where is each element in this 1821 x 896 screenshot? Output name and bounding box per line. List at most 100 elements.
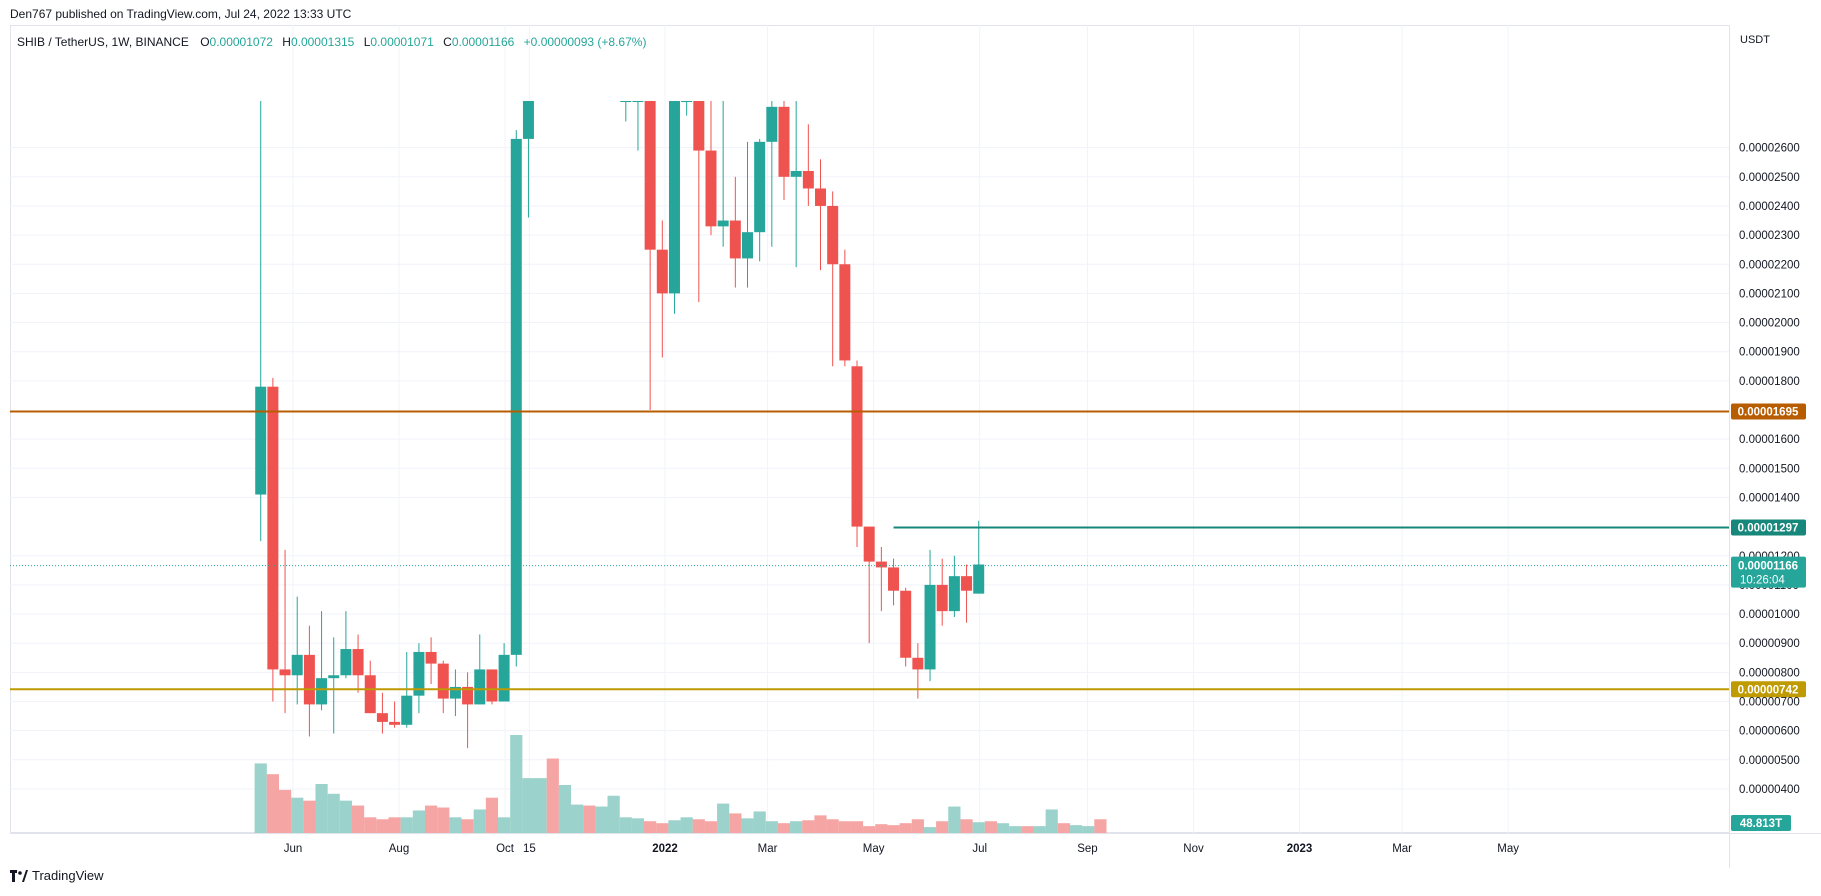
- time-tick-label: Mar: [758, 843, 778, 855]
- price-tick-label: 0.00001400: [1739, 492, 1800, 504]
- price-axis-separator: [1729, 25, 1730, 868]
- volume-bar: [607, 795, 620, 833]
- volume-bar: [948, 806, 961, 833]
- price-tick-label: 0.00000900: [1739, 638, 1800, 650]
- volume-bar: [254, 763, 267, 833]
- price-tick-label: 0.00002500: [1739, 172, 1800, 184]
- volume-bar: [838, 821, 851, 833]
- candle-body: [376, 713, 388, 722]
- candle-body: [863, 526, 875, 562]
- change-value: +0.00000093 (+8.67%): [523, 35, 647, 49]
- time-tick-label: May: [1497, 843, 1519, 855]
- volume-bar: [498, 817, 511, 833]
- price-tick-label: 0.00002200: [1739, 259, 1800, 271]
- candle-body: [316, 678, 328, 705]
- candle-body: [279, 669, 291, 676]
- candle-body: [644, 101, 656, 250]
- price-tick-label: 0.00001900: [1739, 347, 1800, 359]
- volume-bar: [765, 821, 778, 833]
- volume-bar: [388, 817, 401, 833]
- candle-body: [839, 264, 851, 361]
- countdown-label: 10:26:04: [1740, 575, 1785, 587]
- candle-body: [851, 366, 863, 527]
- close-key: C: [443, 35, 452, 49]
- volume-bar: [291, 797, 304, 833]
- price-tick-label: 0.00002600: [1739, 143, 1800, 155]
- candle-body: [291, 654, 303, 676]
- time-tick-label: Oct: [496, 843, 515, 855]
- candle-body: [705, 150, 717, 227]
- volume-bar: [1045, 809, 1058, 833]
- volume-bar: [729, 813, 742, 833]
- candle-body: [681, 101, 693, 103]
- price-tick-label: 0.00002400: [1739, 201, 1800, 213]
- candle-body: [425, 651, 437, 664]
- volume-bar: [595, 806, 608, 833]
- time-tick-label: Jun: [284, 843, 303, 855]
- candle-body: [498, 654, 510, 702]
- candle-body: [693, 101, 705, 151]
- candle-body: [449, 686, 461, 699]
- last-price-label: 0.00001166: [1738, 561, 1798, 573]
- volume-bar: [1009, 826, 1022, 833]
- candle-body: [875, 561, 887, 568]
- low-value: 0.00001071: [370, 35, 434, 49]
- price-level-tag: [1731, 681, 1806, 698]
- volume-bar: [339, 800, 353, 833]
- volume-bar: [351, 805, 365, 833]
- price-level-label: 0.00001695: [1738, 406, 1799, 418]
- candle-body: [510, 138, 522, 655]
- volume-bar: [376, 819, 389, 833]
- volume-bar: [437, 807, 450, 833]
- volume-bar: [960, 819, 973, 833]
- tradingview-branding[interactable]: TradingView: [10, 868, 104, 883]
- time-tick-label: Jul: [972, 843, 987, 855]
- symbol-label[interactable]: SHIB / TetherUS, 1W, BINANCE: [17, 35, 189, 49]
- volume-bar: [631, 818, 645, 833]
- candle-body: [815, 188, 827, 206]
- volume-bar: [412, 810, 426, 833]
- volume-bar: [863, 826, 876, 833]
- high-key: H: [282, 35, 291, 49]
- open-value: 0.00001072: [209, 35, 273, 49]
- candle-body: [389, 721, 401, 725]
- price-tick-label: 0.00002300: [1739, 230, 1800, 242]
- volume-bar: [571, 804, 584, 833]
- candle-body: [668, 101, 680, 294]
- price-tick-label: 0.00001500: [1739, 463, 1800, 475]
- price-tick-label: 0.00001800: [1739, 376, 1800, 388]
- candle-body: [973, 564, 985, 594]
- volume-bar: [583, 805, 596, 833]
- candle-body: [827, 205, 839, 265]
- volume-bar: [692, 819, 705, 833]
- candle-body: [462, 686, 474, 705]
- volume-bar: [753, 811, 766, 833]
- candle-body: [924, 584, 936, 670]
- volume-bar: [400, 817, 413, 833]
- candle-body: [328, 675, 340, 679]
- volume-bar: [1033, 826, 1046, 833]
- candle-body: [486, 669, 498, 702]
- volume-value-label: 48.813T: [1740, 818, 1782, 830]
- candle-body: [790, 170, 802, 177]
- time-tick-label: 15: [523, 843, 536, 855]
- candle-body: [632, 101, 644, 103]
- candle-body: [413, 651, 425, 696]
- price-tick-label: 0.00000700: [1739, 697, 1800, 709]
- volume-bar: [1094, 819, 1107, 833]
- volume-bar: [364, 817, 377, 833]
- published-by-text: Den767 published on TradingView.com, Jul…: [10, 7, 352, 21]
- candle-body: [754, 141, 766, 233]
- candle-body: [401, 695, 413, 725]
- price-tick-label: 0.00000800: [1739, 667, 1800, 679]
- price-level-tag: [1731, 403, 1806, 420]
- volume-bar: [887, 825, 900, 833]
- volume-bar: [936, 821, 949, 833]
- volume-bar: [315, 784, 328, 833]
- volume-bar: [424, 805, 438, 833]
- volume-bar: [644, 821, 657, 833]
- volume-bar: [790, 821, 803, 833]
- high-value: 0.00001315: [290, 35, 355, 49]
- volume-bar: [619, 817, 632, 833]
